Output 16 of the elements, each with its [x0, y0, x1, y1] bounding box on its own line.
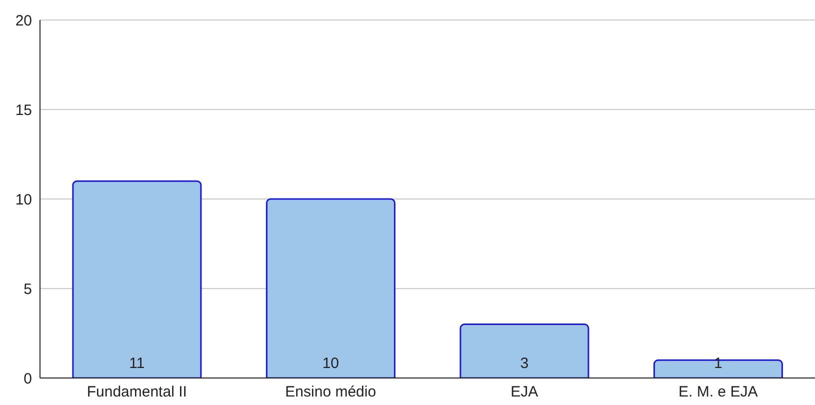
- y-tick-label: 5: [24, 280, 32, 298]
- data-label: 10: [322, 355, 340, 372]
- y-tick-label: 15: [15, 102, 32, 119]
- x-tick-label: Ensino médio: [285, 384, 376, 401]
- y-tick-label: 0: [24, 370, 32, 388]
- bar: [653, 359, 783, 378]
- bar: [72, 180, 202, 378]
- data-label: 3: [520, 355, 529, 372]
- x-tick-label: EJA: [510, 384, 538, 401]
- y-tick-label: 20: [15, 12, 32, 30]
- bar: [460, 324, 590, 378]
- x-tick-label: E. M. e EJA: [678, 384, 758, 401]
- bar: [266, 198, 396, 378]
- data-label: 11: [129, 355, 145, 372]
- x-tick-label: Fundamental II: [86, 384, 187, 401]
- y-tick-label: 10: [15, 191, 32, 208]
